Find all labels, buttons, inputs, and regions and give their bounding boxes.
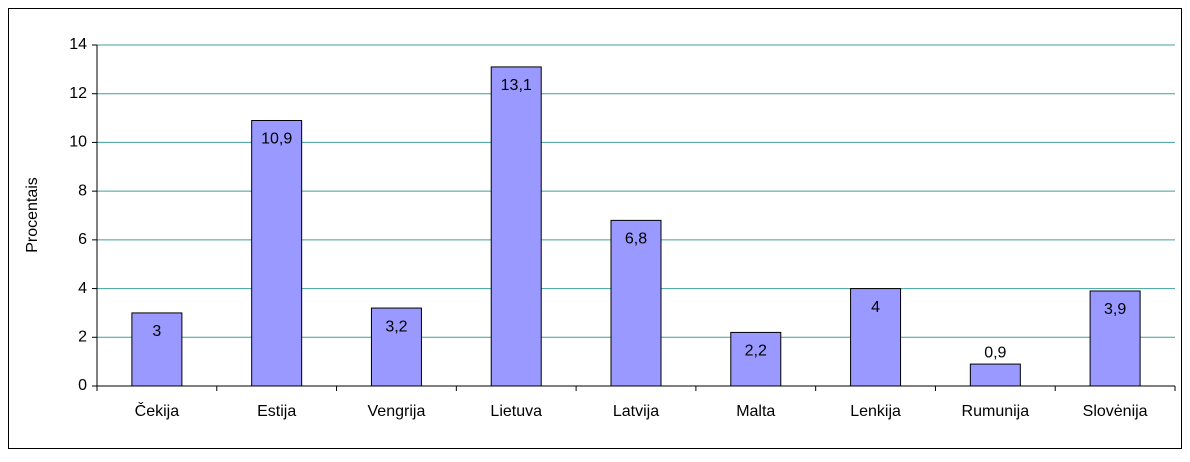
x-tick-label: Čekija (135, 401, 180, 420)
data-label: 3,9 (1104, 301, 1126, 318)
x-tick-label: Lenkija (850, 403, 901, 420)
y-tick-label: 4 (78, 280, 87, 297)
bar (131, 312, 183, 387)
y-tick-label: 10 (69, 134, 87, 151)
y-tick-label: 6 (78, 231, 87, 248)
x-tick-label: Slovėnija (1083, 403, 1148, 420)
y-tick-label: 8 (78, 182, 87, 199)
data-label: 3 (152, 323, 161, 340)
x-tick-label: Latvija (613, 403, 659, 420)
x-tick-label: Estija (257, 403, 296, 420)
x-tick-label: Rumunija (962, 403, 1030, 420)
bar (370, 307, 422, 387)
bar (730, 331, 782, 387)
data-label: 2,2 (745, 343, 767, 360)
bar (1089, 290, 1141, 387)
bar (850, 288, 902, 387)
bar (610, 219, 662, 387)
data-label: 4 (871, 299, 880, 316)
data-label: 0,9 (984, 344, 1006, 361)
data-label: 10,9 (261, 131, 292, 148)
bar (969, 363, 1021, 387)
data-label: 13,1 (501, 77, 532, 94)
bar (490, 66, 542, 387)
data-label: 3,2 (385, 318, 407, 335)
y-tick-label: 0 (78, 377, 87, 394)
y-tick-label: 14 (69, 36, 87, 53)
y-tick-label: 2 (78, 329, 87, 346)
data-label: 6,8 (625, 231, 647, 248)
x-tick-label: Vengrija (368, 403, 426, 420)
y-tick-label: 12 (69, 85, 87, 102)
x-tick-label: Malta (736, 403, 775, 420)
y-axis-label: Procentais (24, 177, 41, 253)
bar (251, 120, 303, 387)
x-tick-label: Lietuva (490, 403, 542, 420)
